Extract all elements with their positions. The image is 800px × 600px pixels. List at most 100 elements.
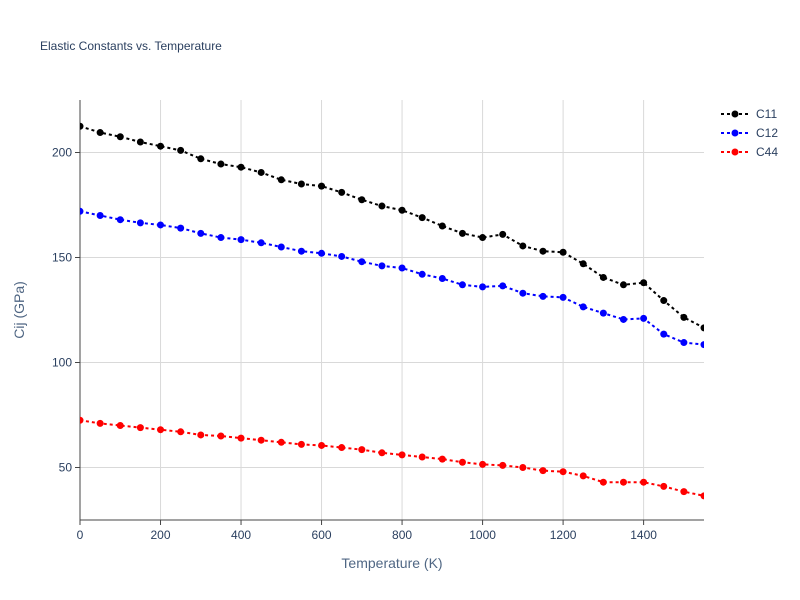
- data-point-C44: [640, 478, 648, 486]
- data-point-C12: [599, 309, 607, 317]
- x-tick-label: 0: [77, 528, 84, 542]
- data-point-C12: [438, 275, 446, 282]
- data-point-C12: [116, 216, 124, 224]
- data-point-C12: [96, 212, 104, 219]
- legend-swatch-marker: [731, 129, 739, 137]
- data-point-C12: [358, 258, 366, 266]
- data-point-C11: [438, 222, 446, 230]
- legend-item-C12[interactable]: C12: [721, 126, 778, 140]
- data-point-C11: [237, 163, 245, 171]
- data-point-C44: [277, 438, 285, 446]
- data-point-C11: [257, 168, 265, 176]
- data-point-C11: [297, 180, 305, 188]
- series-line-C44: [80, 419, 704, 497]
- data-point-C11: [177, 146, 185, 154]
- data-point-C12: [217, 234, 225, 242]
- data-point-C44: [418, 453, 426, 461]
- x-tick-label: 200: [151, 528, 171, 542]
- data-point-C12: [136, 219, 144, 227]
- data-point-C44: [157, 426, 165, 434]
- y-axis-title: Cij (GPa): [11, 281, 27, 339]
- data-point-C11: [479, 234, 487, 242]
- series-line-C12: [80, 210, 704, 346]
- axes: 0 200 400 600 800 1000 1200 1400 50 100 150 200: [52, 100, 704, 542]
- x-tick-label: 1000: [469, 528, 496, 542]
- data-point-C11: [680, 313, 688, 321]
- data-point-C44: [559, 468, 567, 476]
- data-point-C44: [197, 431, 205, 439]
- data-point-C11: [136, 138, 144, 146]
- data-point-C11: [358, 196, 366, 204]
- data-point-C12: [177, 224, 185, 232]
- data-point-C44: [136, 424, 144, 432]
- data-point-C11: [579, 260, 587, 268]
- data-point-C12: [559, 293, 567, 301]
- data-point-C12: [257, 239, 265, 247]
- data-point-C44: [579, 472, 587, 480]
- data-point-C12: [660, 330, 668, 338]
- data-point-C12: [499, 282, 507, 290]
- x-axis-title: Temperature (K): [341, 555, 442, 571]
- data-point-C11: [217, 160, 225, 168]
- x-tick-label: 800: [392, 528, 412, 542]
- data-point-C11: [80, 122, 84, 130]
- data-point-C12: [237, 236, 245, 244]
- data-point-C44: [660, 482, 668, 490]
- legend-swatch-marker: [731, 110, 739, 118]
- legend-label: C11: [756, 107, 777, 121]
- data-point-C12: [418, 270, 426, 278]
- data-point-C44: [680, 488, 688, 496]
- data-point-C12: [378, 262, 386, 270]
- legend-item-C11[interactable]: C11: [721, 107, 777, 121]
- data-point-C11: [539, 247, 547, 255]
- data-point-C11: [599, 273, 607, 281]
- legend-item-C44[interactable]: C44: [721, 145, 778, 159]
- data-point-C44: [479, 460, 487, 468]
- data-point-C11: [398, 206, 406, 214]
- x-tick-label: 400: [231, 528, 251, 542]
- data-point-C44: [96, 419, 104, 427]
- series-layer: [80, 122, 704, 500]
- data-point-C11: [700, 324, 704, 332]
- data-point-C11: [418, 214, 426, 222]
- legend[interactable]: C11 C12 C44: [721, 107, 778, 159]
- data-point-C12: [318, 249, 326, 257]
- data-point-C44: [257, 436, 265, 444]
- data-point-C12: [479, 283, 487, 291]
- legend-label: C44: [756, 145, 778, 159]
- data-point-C11: [96, 129, 104, 137]
- data-point-C12: [458, 281, 466, 289]
- data-point-C44: [499, 461, 507, 469]
- data-point-C44: [237, 434, 245, 442]
- data-point-C11: [116, 133, 124, 141]
- data-point-C44: [398, 451, 406, 459]
- data-point-C11: [277, 176, 285, 184]
- data-point-C44: [378, 449, 386, 457]
- data-point-C11: [458, 229, 466, 237]
- data-point-C12: [640, 314, 648, 322]
- gridlines: [79, 100, 704, 520]
- data-point-C44: [338, 444, 346, 452]
- data-point-C11: [378, 202, 386, 210]
- data-point-C11: [197, 155, 205, 163]
- data-point-C12: [539, 292, 547, 300]
- series-line-C11: [80, 125, 704, 329]
- data-point-C11: [559, 248, 567, 256]
- data-point-C11: [519, 242, 527, 250]
- data-point-C12: [579, 303, 587, 311]
- data-point-C11: [499, 230, 507, 238]
- data-point-C44: [519, 464, 527, 471]
- data-point-C11: [619, 281, 627, 289]
- data-point-C11: [338, 188, 346, 196]
- data-point-C44: [297, 440, 305, 448]
- legend-swatch-marker: [731, 148, 739, 156]
- data-point-C44: [539, 467, 547, 475]
- data-point-C12: [398, 264, 406, 272]
- y-tick-label: 50: [59, 461, 73, 475]
- data-point-C44: [80, 416, 84, 424]
- legend-label: C12: [756, 126, 778, 140]
- data-point-C11: [660, 297, 668, 305]
- data-point-C12: [700, 341, 704, 349]
- data-point-C44: [116, 422, 124, 429]
